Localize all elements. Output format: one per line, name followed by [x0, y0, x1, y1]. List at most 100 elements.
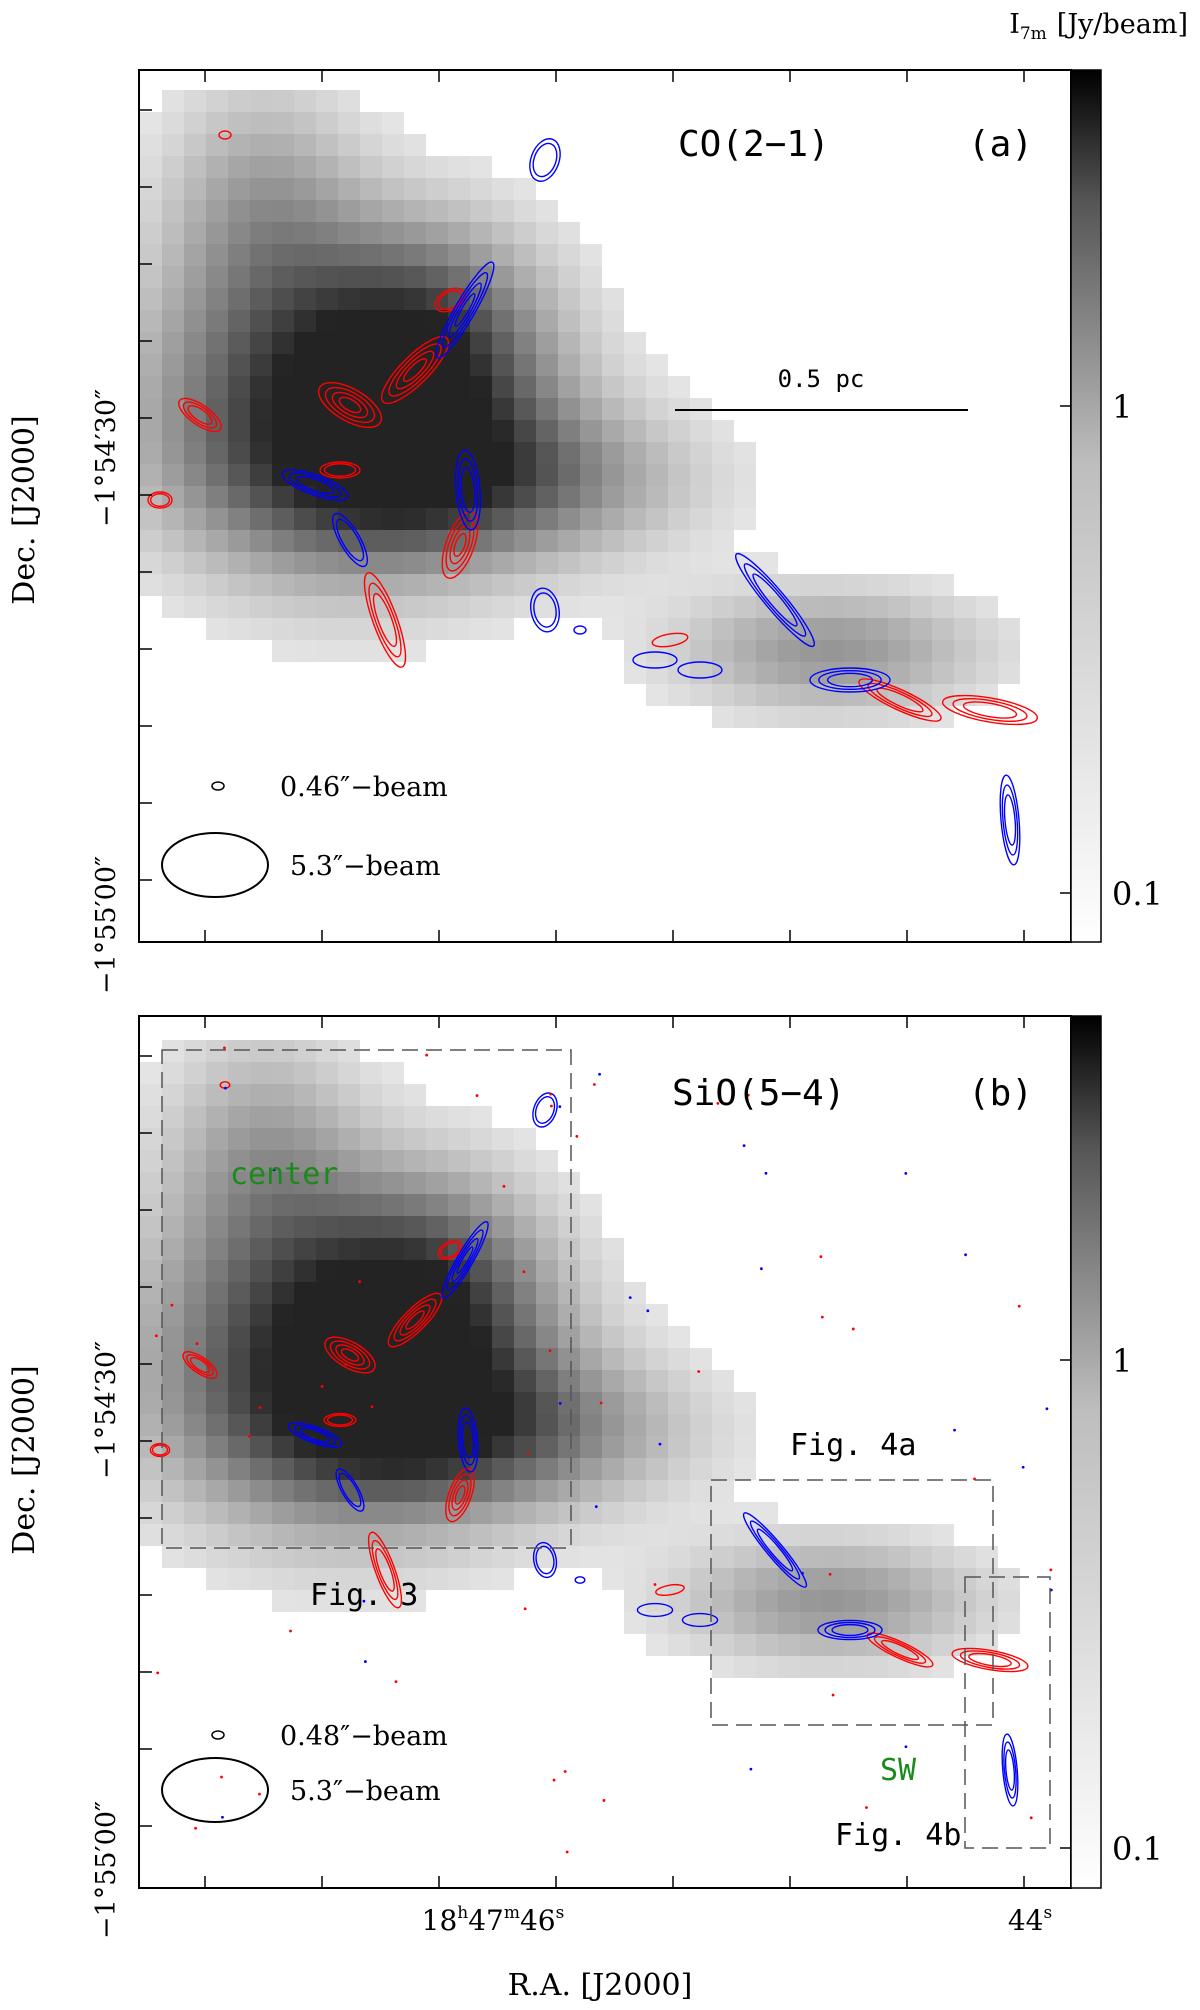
image-pixel [470, 398, 492, 420]
image-pixel [998, 662, 1020, 684]
redshifted-contour [323, 1412, 357, 1428]
image-pixel [360, 1480, 382, 1502]
image-pixel [976, 1568, 998, 1590]
image-pixel [646, 398, 668, 420]
blueshifted-contour [454, 449, 482, 531]
image-pixel [734, 1392, 756, 1414]
image-pixel [668, 1634, 690, 1656]
image-pixel [646, 1436, 668, 1458]
image-pixel [272, 134, 294, 156]
redshifted-contour [151, 1444, 169, 1456]
image-pixel [624, 354, 646, 376]
image-pixel [602, 618, 624, 640]
image-pixel [228, 1304, 250, 1326]
image-pixel [800, 1612, 822, 1634]
image-pixel [250, 398, 272, 420]
image-pixel [294, 464, 316, 486]
image-pixel [228, 442, 250, 464]
blueshifted-contour [818, 669, 882, 691]
noise-dot [801, 1571, 804, 1575]
image-pixel [558, 398, 580, 420]
image-pixel [338, 134, 360, 156]
image-pixel [712, 706, 734, 728]
image-pixel [382, 112, 404, 134]
image-pixel [360, 1150, 382, 1172]
image-pixel [316, 1216, 338, 1238]
image-pixel [272, 310, 294, 332]
image-pixel [294, 1216, 316, 1238]
image-pixel [206, 1084, 228, 1106]
image-pixel [558, 508, 580, 530]
image-pixel [294, 442, 316, 464]
image-pixel [316, 112, 338, 134]
image-pixel [184, 376, 206, 398]
image-pixel [404, 156, 426, 178]
image-pixel [404, 1326, 426, 1348]
image-pixel [580, 464, 602, 486]
image-pixel [228, 420, 250, 442]
image-pixel [470, 288, 492, 310]
image-pixel [822, 1612, 844, 1634]
image-pixel [272, 1590, 294, 1612]
redshifted-contour [372, 592, 398, 648]
image-pixel [668, 442, 690, 464]
image-pixel [272, 1502, 294, 1524]
image-pixel [294, 618, 316, 640]
blueshifted-contour [299, 1427, 331, 1443]
image-pixel [338, 1040, 360, 1062]
image-pixel [492, 530, 514, 552]
image-pixel [646, 1546, 668, 1568]
image-pixel [140, 376, 162, 398]
image-pixel [294, 1370, 316, 1392]
image-pixel [470, 1326, 492, 1348]
image-pixel [448, 552, 470, 574]
blueshifted-contour [734, 552, 816, 648]
noise-dot [320, 1384, 324, 1388]
image-pixel [580, 288, 602, 310]
image-pixel [272, 1392, 294, 1414]
image-pixel [976, 1546, 998, 1568]
image-pixel [272, 1194, 294, 1216]
image-pixel [338, 1216, 360, 1238]
redshifted-contour [182, 401, 218, 429]
image-pixel [910, 684, 932, 706]
image-pixel [162, 1260, 184, 1282]
image-pixel [228, 1260, 250, 1282]
image-pixel [162, 574, 184, 596]
image-pixel [162, 530, 184, 552]
image-pixel [206, 486, 228, 508]
redshifted-contour [399, 1304, 431, 1336]
image-pixel [228, 1392, 250, 1414]
image-pixel [470, 1480, 492, 1502]
image-pixel [646, 486, 668, 508]
image-pixel [514, 1480, 536, 1502]
panel-a-contours [147, 130, 1039, 866]
image-pixel [734, 640, 756, 662]
image-pixel [800, 1568, 822, 1590]
image-pixel [624, 1436, 646, 1458]
panel-b-y-label: Dec. [J2000] [7, 1365, 42, 1554]
image-pixel [470, 1524, 492, 1546]
noise-dot [425, 1053, 429, 1057]
image-pixel [162, 552, 184, 574]
image-pixel [646, 508, 668, 530]
image-pixel [426, 1194, 448, 1216]
noise-dot [475, 1094, 479, 1097]
image-pixel [162, 1282, 184, 1304]
image-pixel [602, 1392, 624, 1414]
image-pixel [338, 332, 360, 354]
image-pixel [470, 530, 492, 552]
image-pixel [140, 1216, 162, 1238]
image-pixel [206, 288, 228, 310]
image-pixel [976, 662, 998, 684]
image-pixel [910, 574, 932, 596]
image-pixel [514, 1326, 536, 1348]
image-pixel [844, 1590, 866, 1612]
image-pixel [294, 354, 316, 376]
image-pixel [646, 354, 668, 376]
image-pixel [580, 332, 602, 354]
image-pixel [448, 266, 470, 288]
image-pixel [228, 1326, 250, 1348]
image-pixel [140, 1172, 162, 1194]
image-pixel [272, 1084, 294, 1106]
